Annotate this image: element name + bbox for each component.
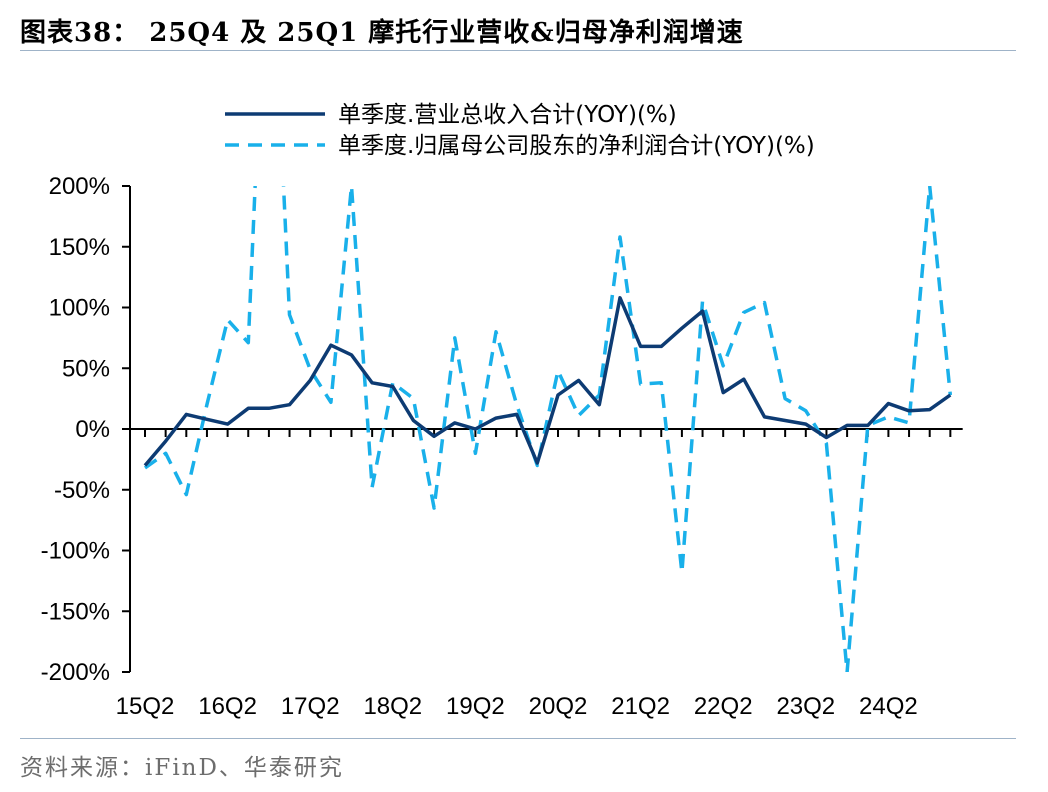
legend-label-profit: 单季度.归属母公司股东的净利润合计(YOY)(%): [338, 133, 815, 159]
x-tick-label: 15Q2: [116, 693, 175, 720]
x-tick-label: 22Q2: [694, 693, 753, 720]
y-tick-label: 150%: [49, 234, 110, 261]
y-tick-label: 0%: [75, 416, 110, 443]
x-tick-label: 20Q2: [529, 693, 588, 720]
legend-label-revenue: 单季度.营业总收入合计(YOY)(%): [338, 102, 677, 128]
series-layer: [143, 186, 953, 672]
y-tick-label: -150%: [41, 598, 110, 625]
series-line-revenue: [143, 296, 952, 467]
x-tick-label: 17Q2: [281, 693, 340, 720]
figure-title: 图表38： 25Q4 及 25Q1 摩托行业营收&归母净利润增速: [20, 18, 744, 48]
bottom-divider: [20, 738, 1016, 739]
source-note: 资料来源：iFinD、华泰研究: [20, 755, 344, 781]
x-tick-label: 16Q2: [198, 693, 257, 720]
x-tick-label: 19Q2: [446, 693, 505, 720]
x-tick-label: 24Q2: [859, 693, 918, 720]
y-axis: 200% 150% 100% 50% 0% -50% -100% -150% -200%: [41, 173, 131, 686]
y-tick-label: -50%: [54, 477, 110, 504]
y-tick-label: 50%: [62, 355, 110, 382]
y-tick-label: 100%: [49, 295, 110, 322]
x-tick-label: 21Q2: [611, 693, 670, 720]
y-tick-label: -200%: [41, 659, 110, 686]
legend: 单季度.营业总收入合计(YOY)(%) 单季度.归属母公司股东的净利润合计(YO…: [225, 102, 815, 159]
x-tick-label: 18Q2: [363, 693, 422, 720]
y-tick-label: -100%: [41, 538, 110, 565]
series-line-profit: [143, 186, 953, 672]
top-divider: [20, 50, 1016, 51]
y-tick-label: 200%: [49, 173, 110, 200]
x-axis: 15Q2 16Q2 17Q2 18Q2 19Q2 20Q2 21Q2 22Q2 23Q2 24Q2: [116, 428, 963, 720]
x-tick-label: 23Q2: [776, 693, 835, 720]
